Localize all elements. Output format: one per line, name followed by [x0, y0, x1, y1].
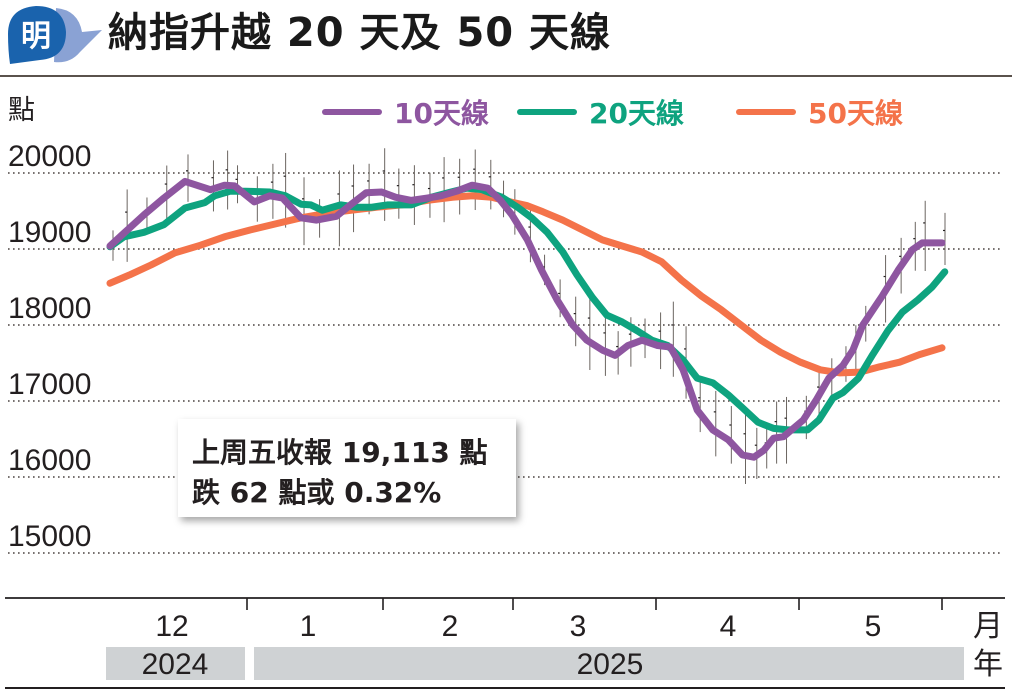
x-tick-label: 1 [300, 610, 317, 643]
legend-item-50-day: 50天線 [736, 92, 903, 132]
legend-label-10-day: 10天線 [394, 97, 489, 130]
ma10-line [106, 177, 946, 461]
y-axis-unit-label: 點 [8, 95, 35, 126]
y-tick-label: 18000 [8, 292, 91, 325]
ming-pao-logo-icon: 明 [8, 6, 102, 64]
y-tick-label: 19000 [8, 216, 91, 249]
x-tick-label: 4 [720, 610, 737, 643]
y-tick-label: 15000 [8, 520, 91, 553]
year-label: 2024 [142, 648, 209, 681]
header: 明 納指升越 20 天及 50 天線 [0, 0, 1012, 70]
y-tick-label: 17000 [8, 368, 91, 401]
close-annotation-box: 上周五收報 19,113 點 跌 62 點或 0.32% [178, 419, 516, 517]
year-unit-label: 年 [973, 647, 1003, 682]
annotation-line-1: 上周五收報 19,113 點 [192, 436, 488, 469]
annotation-line-2: 跌 62 點或 0.32% [192, 476, 442, 509]
legend-item-10-day: 10天線 [322, 92, 489, 132]
x-tick-label: 3 [570, 610, 587, 643]
x-tick-label: 2 [442, 610, 459, 643]
ma50-line [106, 192, 946, 377]
legend-label-20-day: 20天線 [589, 97, 684, 130]
legend-item-20-day: 20天線 [517, 92, 684, 132]
y-tick-label: 16000 [8, 444, 91, 477]
legend-swatch-50-day [736, 109, 796, 115]
chart-title: 納指升越 20 天及 50 天線 [108, 10, 612, 56]
ma20-line [106, 184, 949, 434]
year-band [106, 647, 245, 680]
x-axis-unit-label: 月 [973, 609, 1003, 644]
logo-char: 明 [21, 19, 51, 54]
year-band [254, 647, 964, 680]
x-tick-label: 5 [865, 610, 882, 643]
legend-swatch-20-day [517, 109, 577, 115]
year-label: 2025 [577, 648, 644, 681]
top-rule [0, 75, 1012, 77]
x-tick-label: 12 [155, 610, 188, 643]
y-tick-label: 20000 [8, 140, 91, 173]
legend-label-50-day: 50天線 [808, 97, 903, 130]
legend-swatch-10-day [322, 109, 382, 115]
